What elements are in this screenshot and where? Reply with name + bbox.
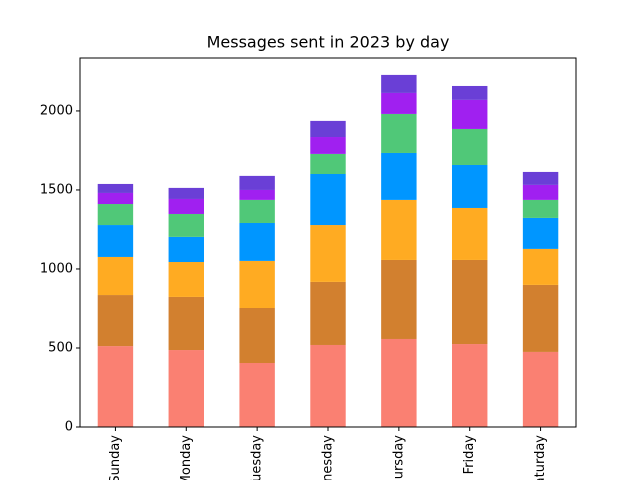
bar-segment xyxy=(452,99,488,129)
y-tick-label: 2000 xyxy=(40,103,73,118)
x-tick-label: Friday xyxy=(462,435,477,475)
bar-segment xyxy=(168,198,204,214)
bar-segment xyxy=(522,199,559,218)
x-tick-label: Thursday xyxy=(391,435,406,480)
bar-segment xyxy=(168,213,204,237)
y-tick-label: 500 xyxy=(48,340,73,355)
bar-segment xyxy=(239,189,275,200)
x-tick-label: Tuesday xyxy=(250,435,265,480)
bar-segment xyxy=(522,217,559,249)
bar-segment xyxy=(452,207,488,260)
y-tick-label: 1500 xyxy=(40,182,73,197)
bar-segment xyxy=(452,85,488,100)
bar-segment xyxy=(97,225,134,257)
bar-segment xyxy=(310,137,346,154)
bar-segment xyxy=(381,92,417,114)
bar-segment xyxy=(381,152,417,200)
bar-segment xyxy=(97,204,134,226)
bar-segment xyxy=(452,344,488,427)
bar-segment xyxy=(522,284,559,352)
bar-segment xyxy=(97,295,134,347)
bar-segment xyxy=(168,236,204,263)
x-tick-label: Wednesday xyxy=(321,435,336,480)
bar-segment xyxy=(522,351,559,427)
bar-segment xyxy=(97,183,134,193)
bar-segment xyxy=(239,222,275,261)
bar-segment xyxy=(310,120,346,138)
bar-segment xyxy=(168,350,204,427)
bar-segment xyxy=(381,199,417,260)
x-tick-label: Sunday xyxy=(108,435,123,480)
bar-segment xyxy=(97,346,134,427)
bar-segment xyxy=(310,344,346,427)
bar-segment xyxy=(452,164,488,208)
bar-segment xyxy=(522,171,559,185)
bar-segment xyxy=(310,153,346,174)
bar-segment xyxy=(452,259,488,345)
bar-segment xyxy=(97,256,134,296)
y-tick-label: 0 xyxy=(65,420,73,435)
bar-segment xyxy=(381,113,417,153)
bar-segment xyxy=(522,184,559,200)
plot-frame xyxy=(79,57,577,428)
y-tick-label: 1000 xyxy=(40,261,73,276)
bar-segment xyxy=(168,187,204,199)
bar-segment xyxy=(239,362,275,427)
bar-segment xyxy=(381,74,417,93)
bar-segment xyxy=(239,308,275,363)
bar-segment xyxy=(310,173,346,226)
bar-segment xyxy=(381,338,417,427)
bar-segment xyxy=(97,192,134,205)
x-tick-label: Saturday xyxy=(533,435,548,480)
bar-segment xyxy=(168,296,204,351)
bar-segment xyxy=(239,260,275,309)
bar-segment xyxy=(452,128,488,165)
bar-segment xyxy=(168,262,204,297)
bar-segment xyxy=(522,248,559,285)
x-tick-label: Monday xyxy=(179,435,194,480)
bar-segment xyxy=(310,281,346,345)
bar-segment xyxy=(239,175,275,190)
chart-title: Messages sent in 2023 by day xyxy=(207,33,450,52)
bar-segment xyxy=(310,225,346,282)
bar-segment xyxy=(381,259,417,339)
bar-segment xyxy=(239,199,275,223)
